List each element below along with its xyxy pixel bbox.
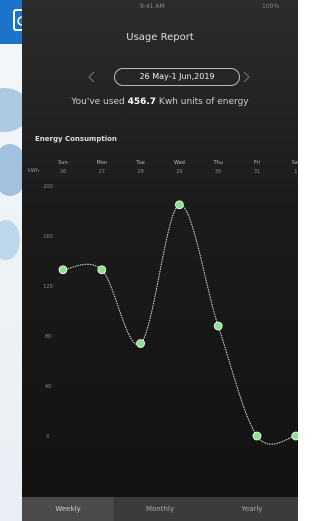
data-point [253, 432, 261, 440]
x-date-label: 1 [294, 169, 297, 175]
y-tick-label: 40 [45, 384, 51, 390]
x-date-label: 26 [60, 169, 66, 175]
tab[interactable]: Yearly [206, 497, 298, 521]
data-point [59, 266, 67, 274]
chart: kWh 0 40 80 120 160 200 Sun 26 Mon 27 Tue 28 Wed 29 Thu… [0, 0, 298, 497]
y-tick-label: 80 [45, 334, 51, 340]
x-date-label: 31 [254, 169, 260, 175]
data-point [175, 201, 183, 209]
tab[interactable]: Monthly [114, 497, 206, 521]
data-point [137, 340, 145, 348]
data-point [98, 266, 106, 274]
x-tick-label: Sun [58, 160, 68, 166]
tab[interactable]: Weekly [22, 497, 114, 521]
usage-line [63, 205, 296, 444]
x-tick-label: Fri [254, 160, 260, 166]
app-screenshot: 9:41 AM 100% Usage Report 26 May-1 Jun,2… [0, 0, 298, 521]
y-tick-label: 160 [43, 234, 53, 240]
x-date-label: 28 [137, 169, 143, 175]
data-point [292, 432, 298, 440]
x-tick-label: Sat [292, 160, 298, 166]
x-date-label: 27 [99, 169, 105, 175]
x-tick-label: Wed [174, 160, 185, 166]
x-tick-label: Tue [135, 160, 145, 166]
x-date-label: 29 [176, 169, 182, 175]
x-tick-label: Thu [212, 160, 222, 166]
y-axis-label: kWh [28, 168, 39, 174]
data-point [214, 322, 222, 330]
x-tick-label: Mon [97, 160, 108, 166]
x-date-label: 30 [215, 169, 221, 175]
y-tick-label: 0 [46, 434, 49, 440]
y-tick-label: 120 [43, 284, 53, 290]
y-tick-label: 200 [43, 184, 53, 190]
